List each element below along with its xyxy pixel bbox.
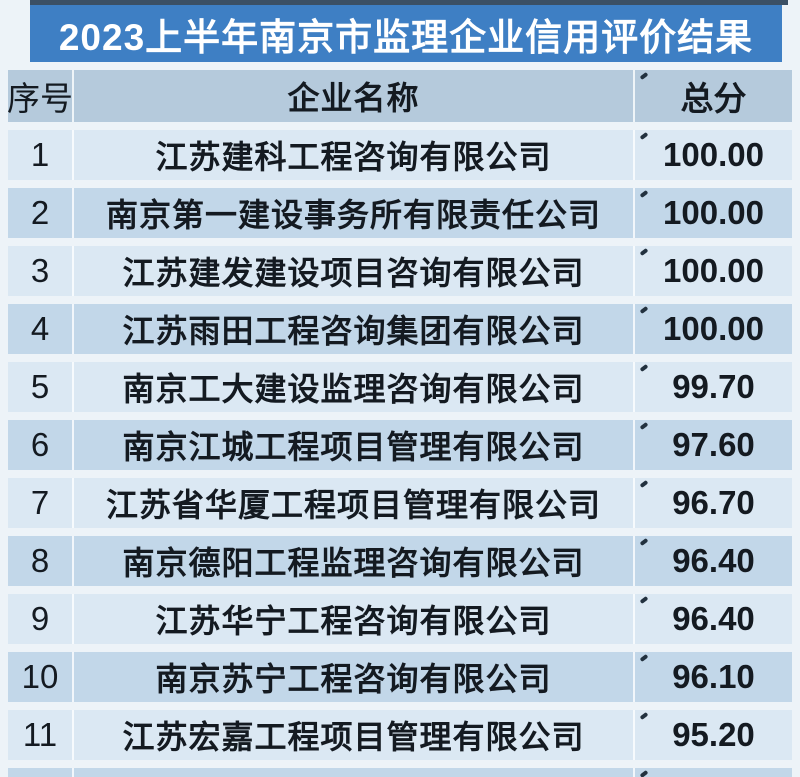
row-number-cell: 1 (30, 136, 50, 173)
row-number-cell: 8 (30, 542, 50, 579)
row-number-cell: 7 (30, 484, 50, 521)
table-row: 5 南京工大建设监理咨询有限公司 99.70 (8, 362, 792, 412)
score-value: 96.10 (672, 658, 755, 695)
table-body: 1 江苏建科工程咨询有限公司 100.00 2 南京第一建设事务所有限责任公司 … (8, 130, 792, 760)
row-number-cell: 9 (30, 600, 50, 637)
score-cell: 96.40 (633, 594, 792, 644)
cell-corner-tick-icon (639, 305, 649, 315)
header-cell-no: 序号 (8, 80, 72, 117)
partial-next-row (8, 768, 792, 777)
score-value: 95.20 (672, 716, 755, 753)
table-row: 8 南京德阳工程监理咨询有限公司 96.40 (8, 536, 792, 586)
table-row: 1 江苏建科工程咨询有限公司 100.00 (8, 130, 792, 180)
score-cell: 97.60 (633, 420, 792, 470)
cell-corner-tick-icon (639, 363, 649, 373)
page-title: 2023上半年南京市监理企业信用评价结果 (58, 16, 754, 58)
company-name-cell: 南京工大建设监理咨询有限公司 (72, 362, 633, 412)
score-cell: 96.70 (633, 478, 792, 528)
score-value: 100.00 (663, 194, 764, 231)
header-cell-score: 总分 (633, 70, 792, 122)
score-cell: 96.40 (633, 536, 792, 586)
company-name-cell: 江苏省华厦工程项目管理有限公司 (72, 478, 633, 528)
score-value: 97.60 (672, 426, 755, 463)
row-number-cell: 10 (21, 658, 59, 695)
table-row: 4 江苏雨田工程咨询集团有限公司 100.00 (8, 304, 792, 354)
table-row: 3 江苏建发建设项目咨询有限公司 100.00 (8, 246, 792, 296)
score-cell: 100.00 (633, 130, 792, 180)
cell-corner-tick-icon (639, 537, 649, 547)
score-value: 100.00 (663, 252, 764, 289)
cell-corner-tick-icon (639, 653, 649, 663)
table-row: 6 南京江城工程项目管理有限公司 97.60 (8, 420, 792, 470)
score-cell: 100.00 (633, 304, 792, 354)
cell-corner-tick-icon (639, 247, 649, 257)
cell-corner-tick-icon (639, 711, 649, 721)
company-name-cell: 江苏雨田工程咨询集团有限公司 (72, 304, 633, 354)
cell-corner-tick-icon (639, 71, 649, 81)
results-table: 序号 企业名称 总分 1 江苏建科工程咨询有限公司 100.00 2 南京第一建… (8, 70, 792, 777)
company-name-cell: 南京德阳工程监理咨询有限公司 (72, 536, 633, 586)
company-name-cell: 南京第一建设事务所有限责任公司 (72, 188, 633, 238)
score-value: 96.40 (672, 542, 755, 579)
cell-corner-tick-icon (639, 769, 649, 777)
cell-corner-tick-icon (639, 189, 649, 199)
row-number-cell: 11 (22, 716, 58, 753)
title-bar: 2023上半年南京市监理企业信用评价结果 (30, 5, 782, 62)
company-name-cell: 江苏建发建设项目咨询有限公司 (72, 246, 633, 296)
score-cell: 96.10 (633, 652, 792, 702)
cell-corner-tick-icon (639, 595, 649, 605)
score-value: 100.00 (663, 136, 764, 173)
score-value: 99.70 (672, 368, 755, 405)
table-row: 9 江苏华宁工程咨询有限公司 96.40 (8, 594, 792, 644)
row-number-cell: 6 (30, 426, 50, 463)
table-row: 10 南京苏宁工程咨询有限公司 96.10 (8, 652, 792, 702)
score-cell: 100.00 (633, 246, 792, 296)
score-value: 96.70 (672, 484, 755, 521)
score-cell: 100.00 (633, 188, 792, 238)
table-row: 2 南京第一建设事务所有限责任公司 100.00 (8, 188, 792, 238)
table-header-row: 序号 企业名称 总分 (8, 70, 792, 122)
company-name-cell: 江苏建科工程咨询有限公司 (72, 130, 633, 180)
top-edge-strip (30, 0, 788, 5)
company-name-cell: 江苏华宁工程咨询有限公司 (72, 594, 633, 644)
row-number-cell: 3 (30, 252, 50, 289)
score-cell: 99.70 (633, 362, 792, 412)
cell-corner-tick-icon (639, 131, 649, 141)
company-name-cell: 南京苏宁工程咨询有限公司 (72, 652, 633, 702)
score-cell: 95.20 (633, 710, 792, 760)
header-cell-name: 企业名称 (72, 70, 633, 122)
cell-corner-tick-icon (639, 479, 649, 489)
header-score-label: 总分 (680, 80, 747, 117)
score-value: 96.40 (672, 600, 755, 637)
table-row: 7 江苏省华厦工程项目管理有限公司 96.70 (8, 478, 792, 528)
company-name-cell: 江苏宏嘉工程项目管理有限公司 (72, 710, 633, 760)
row-number-cell: 2 (30, 194, 50, 231)
row-number-cell: 5 (30, 368, 50, 405)
cell-corner-tick-icon (639, 421, 649, 431)
row-number-cell: 4 (30, 310, 50, 347)
score-value: 100.00 (663, 310, 764, 347)
table-row: 11 江苏宏嘉工程项目管理有限公司 95.20 (8, 710, 792, 760)
company-name-cell: 南京江城工程项目管理有限公司 (72, 420, 633, 470)
